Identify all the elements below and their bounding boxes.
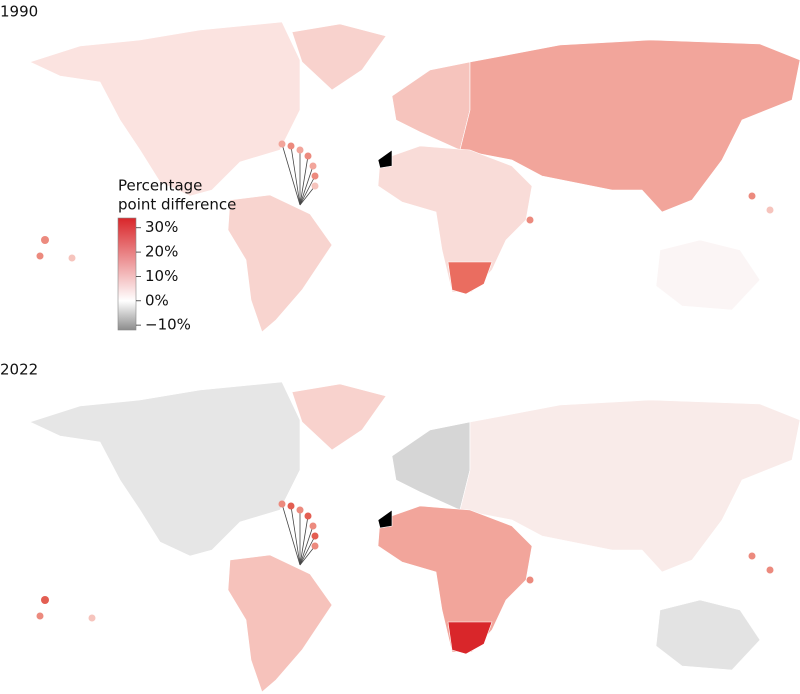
legend: Percentage point difference 30% 20% 10% 0% −…	[117, 177, 236, 334]
caribbean-callout	[36, 500, 774, 622]
legend-title: point difference	[118, 196, 236, 214]
color-bar-tick-label: 30%	[145, 218, 178, 236]
panel-1990: 1990 Percentage point d	[0, 3, 800, 334]
color-bar-tick-label: 0%	[145, 291, 169, 309]
panel-2022: 2022	[0, 361, 800, 693]
panel-title: 2022	[0, 361, 38, 379]
color-bar	[117, 217, 137, 331]
color-bar-tick-label: −10%	[145, 316, 191, 334]
caribbean-callout	[36, 140, 774, 262]
world-map	[29, 21, 800, 333]
color-bar-tick-label: 20%	[145, 243, 178, 261]
color-bar-tick-label: 10%	[145, 267, 178, 285]
legend-title: Percentage	[118, 177, 202, 195]
world-map	[29, 381, 800, 693]
panel-title: 1990	[0, 3, 38, 21]
